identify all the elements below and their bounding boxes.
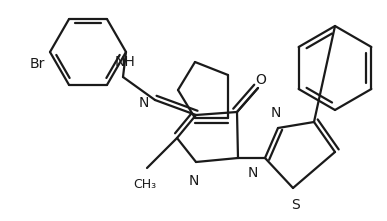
Text: S: S	[292, 198, 300, 212]
Text: N: N	[248, 166, 259, 180]
Text: CH₃: CH₃	[134, 178, 157, 191]
Text: N: N	[139, 96, 149, 110]
Text: N: N	[271, 106, 281, 120]
Text: O: O	[255, 73, 266, 87]
Text: NH: NH	[115, 55, 135, 69]
Text: Br: Br	[30, 57, 45, 71]
Text: N: N	[189, 174, 199, 188]
